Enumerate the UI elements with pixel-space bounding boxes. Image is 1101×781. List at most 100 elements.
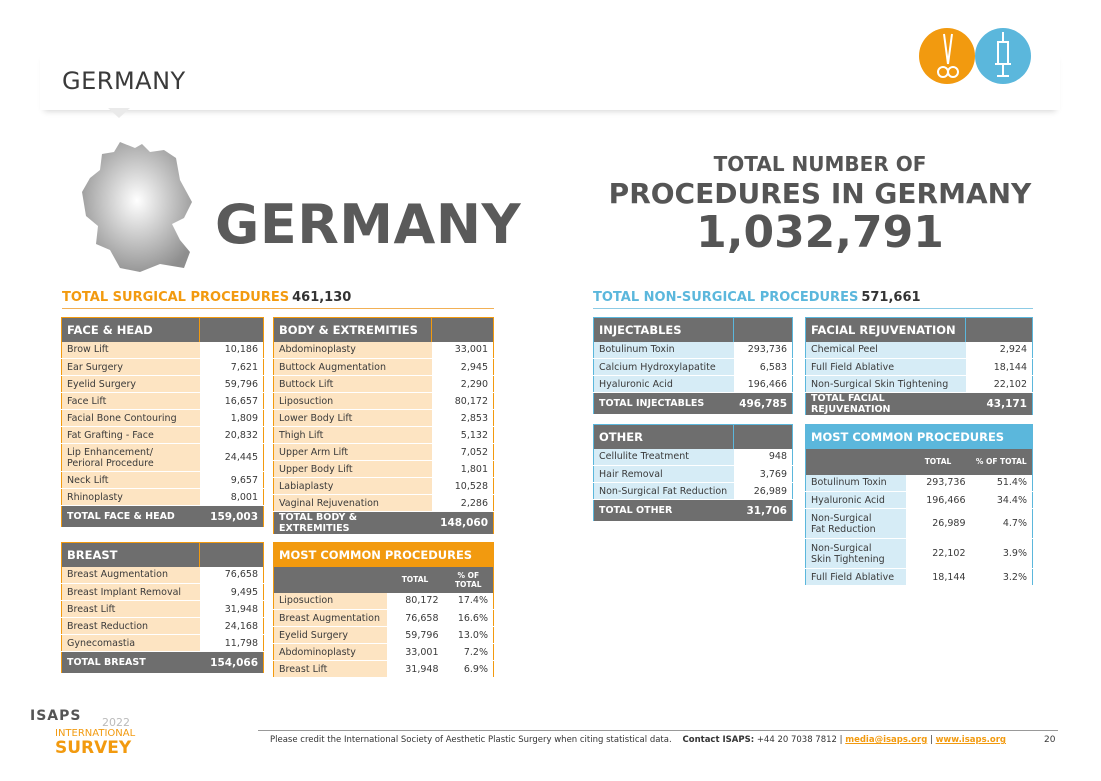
footer-contact-label: Contact ISAPS:: [682, 735, 755, 745]
body-ext-total-label: TOTAL BODY & EXTREMITIES: [273, 511, 432, 535]
procedure-total: 80,172: [386, 592, 444, 610]
table-row: Chemical Peel 2,924: [805, 341, 1033, 359]
table-row: Eyelid Surgery 59,796 13.0%: [273, 626, 494, 644]
procedure-name: Non-Surgical Skin Tightening: [805, 375, 966, 393]
procedure-value: 24,168: [199, 617, 264, 635]
surgical-label: TOTAL SURGICAL PROCEDURES: [62, 290, 290, 305]
table-row: Labiaplasty 10,528: [273, 477, 494, 495]
procedure-name: Breast Lift: [273, 660, 387, 678]
table-row: Hair Removal 3,769: [593, 465, 793, 483]
table-row: Abdominoplasty 33,001: [273, 341, 494, 359]
procedure-name: Breast Augmentation: [61, 566, 200, 584]
procedure-name: Liposuction: [273, 392, 432, 410]
procedure-value: 80,172: [431, 392, 494, 410]
procedure-name: Thigh Lift: [273, 426, 432, 444]
procedure-name: Breast Reduction: [61, 617, 200, 635]
total-number: 1,032,791: [696, 207, 944, 258]
procedure-value: 7,621: [199, 358, 264, 376]
face-head-total-label: TOTAL FACE & HEAD: [61, 505, 200, 528]
table-row: Breast Lift 31,948 6.9%: [273, 660, 494, 678]
procedure-name: Hyaluronic Acid: [805, 491, 906, 509]
table-row: Non-Surgical Skin Tightening 22,102: [805, 375, 1033, 393]
page-title: GERMANY: [62, 67, 186, 95]
procedure-percent: 13.0%: [443, 626, 494, 644]
procedure-value: 22,102: [965, 375, 1033, 393]
procedure-value: 59,796: [199, 375, 264, 393]
procedure-value: 2,290: [431, 375, 494, 393]
table-row: Full Field Ablative 18,144 3.2%: [805, 568, 1033, 586]
procedure-value: 16,657: [199, 392, 264, 410]
logo-year: 2022: [102, 716, 130, 729]
table-row: Hyaluronic Acid 196,466: [593, 375, 793, 393]
injectables-table: INJECTABLES Botulinum Toxin 293,736 Calciu…: [593, 317, 793, 415]
syringe-icon: [975, 28, 1031, 84]
procedure-value: 33,001: [431, 341, 494, 359]
body-ext-title: BODY & EXTREMITIES: [273, 317, 432, 342]
procedure-percent: 3.2%: [970, 568, 1033, 586]
procedure-value: 2,924: [965, 341, 1033, 359]
total-procedures-block: TOTAL NUMBER OF PROCEDURES IN GERMANY 1,…: [600, 152, 1040, 256]
procedure-value: 8,001: [199, 488, 264, 506]
surgical-heading: TOTAL SURGICAL PROCEDURES 461,130: [62, 290, 494, 309]
procedure-percent: 7.2%: [443, 643, 494, 661]
procedure-percent: 3.9%: [970, 538, 1033, 569]
footer-website-link[interactable]: www.isaps.org: [935, 735, 1007, 745]
most-common-nonsurgical-table: MOST COMMON PROCEDURES TOTAL % OF TOTAL …: [805, 424, 1033, 586]
other-total-label: TOTAL OTHER: [593, 499, 734, 522]
table-row: Abdominoplasty 33,001 7.2%: [273, 643, 494, 661]
table-row: Lip Enhancement/ Perioral Procedure 24,44…: [61, 443, 264, 472]
procedure-name: Upper Body Lift: [273, 460, 432, 478]
table-row: Gynecomastia 11,798: [61, 634, 264, 652]
procedure-percent: 17.4%: [443, 592, 494, 610]
procedure-name: Full Field Ablative: [805, 568, 906, 586]
table-row: Neck Lift 9,657: [61, 471, 264, 489]
logo-survey: SURVEY: [55, 738, 132, 758]
table-row: Rhinoplasty 8,001: [61, 488, 264, 506]
footer-separator: |: [929, 735, 933, 745]
procedure-name: Abdominoplasty: [273, 341, 432, 359]
procedure-total: 18,144: [905, 568, 971, 586]
page-number: 20: [1044, 735, 1056, 745]
nonsurgical-value: 571,661: [861, 290, 921, 305]
table-row: Botulinum Toxin 293,736 51.4%: [805, 474, 1033, 492]
facial-rejuv-total-label: TOTAL FACIAL REJUVENATION: [805, 392, 966, 416]
procedure-value: 2,286: [431, 494, 494, 512]
procedure-name: Chemical Peel: [805, 341, 966, 359]
table-row: Non-Surgical Fat Reduction 26,989: [593, 482, 793, 500]
table-row: Facial Bone Contouring 1,809: [61, 409, 264, 427]
procedure-value: 7,052: [431, 443, 494, 461]
footer-credit: Please credit the International Society …: [270, 735, 1006, 745]
face-head-title: FACE & HEAD: [61, 317, 200, 342]
procedure-name: Botulinum Toxin: [805, 474, 906, 492]
table-row: Cellulite Treatment 948: [593, 448, 793, 466]
procedure-name: Breast Implant Removal: [61, 583, 200, 601]
procedure-name: Rhinoplasty: [61, 488, 200, 506]
logo-international: INTERNATIONAL: [55, 728, 136, 739]
procedure-value: 10,528: [431, 477, 494, 495]
procedure-value: 26,989: [733, 482, 793, 500]
table-row: Eyelid Surgery 59,796: [61, 375, 264, 393]
face-head-table: FACE & HEAD Brow Lift 10,186 Ear Surgery 7,…: [61, 317, 264, 528]
procedure-value: 20,832: [199, 426, 264, 444]
procedure-value: 9,657: [199, 471, 264, 489]
facial-rejuv-total-value: 43,171: [965, 392, 1033, 416]
procedure-name: Vaginal Rejuvenation: [273, 494, 432, 512]
procedure-name: Brow Lift: [61, 341, 200, 359]
table-row: Vaginal Rejuvenation 2,286: [273, 494, 494, 512]
footer-email-link[interactable]: media@isaps.org: [845, 735, 928, 745]
header-bar: [40, 50, 1060, 110]
total-line2: PROCEDURES IN GERMANY: [608, 177, 1032, 210]
procedure-total: 26,989: [905, 508, 971, 539]
procedure-value: 2,853: [431, 409, 494, 427]
procedure-name: Calcium Hydroxylapatite: [593, 358, 734, 376]
table-row: Ear Surgery 7,621: [61, 358, 264, 376]
country-name: GERMANY: [215, 193, 522, 256]
procedure-percent: 16.6%: [443, 609, 494, 627]
procedure-name: Breast Augmentation: [273, 609, 387, 627]
procedure-name: Face Lift: [61, 392, 200, 410]
procedure-name: Cellulite Treatment: [593, 448, 734, 466]
breast-total-label: TOTAL BREAST: [61, 651, 200, 674]
procedure-name: Full Field Ablative: [805, 358, 966, 376]
injectables-title: INJECTABLES: [593, 317, 734, 342]
procedure-value: 2,945: [431, 358, 494, 376]
